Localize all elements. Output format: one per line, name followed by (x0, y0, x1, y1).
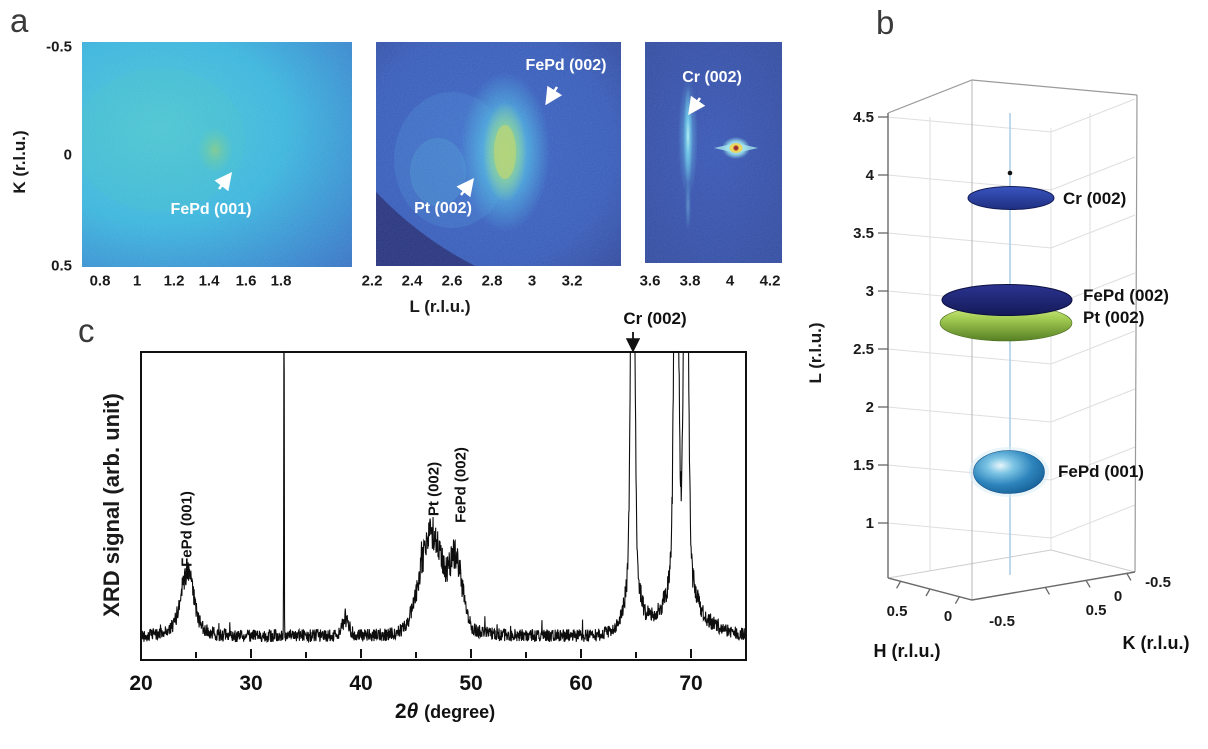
panel-a-k-tick: -0.5 (46, 38, 72, 56)
panel-c-x-tick: 50 (459, 672, 483, 695)
xrd-plot-svg (140, 332, 747, 661)
panel-a-x-tick: 3.2 (561, 272, 583, 290)
disk-cr-002 (967, 186, 1055, 210)
panel-c-x-tick: 20 (129, 672, 153, 695)
panel-b-k-tick: -0.5 (1145, 574, 1171, 591)
panel-a-letter: a (10, 2, 29, 39)
panel-a-x-tick: 4.2 (759, 272, 781, 290)
rsm-map-cr-002 (645, 42, 782, 263)
xrd-peak-label-fepd-002: FePd (002) (452, 447, 470, 523)
panel-a-x-tick: 1.2 (163, 272, 185, 290)
panel-a-x-tick: 4 (725, 272, 735, 290)
rsm-map-fepd-001 (82, 42, 352, 267)
arrow-fepd-002 (545, 85, 563, 106)
xrd-peak-label-cr-002: Cr (002) (623, 309, 687, 328)
annotation-pt-002: Pt (002) (414, 200, 472, 217)
tick-labels: 4.5 4 3.5 3 2.5 2 1.5 1 0.5 0 -0.5 0.5 0 -0.5 (853, 109, 1171, 630)
panel-a-x-tick: 0.8 (89, 272, 111, 290)
panel-b-l-tick: 4.5 (853, 109, 874, 126)
axis-ticks (878, 116, 1132, 605)
label-fepd-001: FePd (001) (1058, 462, 1144, 481)
panel-c-x-tick: 70 (679, 672, 703, 695)
disk-fepd-002 (941, 284, 1073, 316)
panel-b-letter: b (876, 4, 895, 41)
label-fepd-002: FePd (002) (1083, 286, 1169, 305)
rsm-maps-svg (82, 42, 782, 267)
x-label-theta: θ (406, 700, 419, 723)
panel-b-h-tick: 0 (944, 608, 952, 625)
panel-c-letter: c (78, 312, 95, 349)
panel-a-x-tick: 3 (527, 272, 537, 290)
arrow-fepd-001 (214, 172, 233, 192)
panel-a-x-tick: 3.6 (639, 272, 661, 290)
panel-a-x-tick: 2.2 (361, 272, 383, 290)
x-axis-ticks (140, 649, 747, 658)
label-pt-002: Pt (002) (1083, 308, 1144, 327)
panel-b-l-tick: 1 (866, 515, 874, 532)
annotation-fepd-001: FePd (001) (170, 201, 252, 218)
panel-c-x-tick: 40 (349, 672, 373, 695)
panel-a-x-tick: 2.6 (441, 272, 463, 290)
x-label-prefix: 2 (394, 700, 407, 723)
panel-b-k-tick: 0.5 (1086, 602, 1107, 619)
panel-b-h-axis-label: H (r.l.u.) (874, 641, 941, 661)
panel-a-x-tick: 2.8 (481, 272, 503, 290)
panel-b-l-tick: 3.5 (853, 225, 874, 242)
xrd-curve (142, 351, 745, 644)
arrow-cr-002-map (688, 95, 706, 116)
rsm-map-fepd-002 (376, 42, 621, 266)
panel-b-l-tick: 2.5 (853, 341, 874, 358)
panel-c-x-tick: 60 (569, 672, 593, 695)
panel-a-x-tick: 3.8 (679, 272, 701, 290)
annotation-fepd-002: FePd (002) (525, 57, 607, 74)
scatter3d-svg: Cr (002) FePd (002) Pt (002) FePd (001) … (853, 79, 1190, 661)
xrd-peak-label-fepd-001: FePd (001) (178, 491, 196, 567)
panel-a-x-tick: 1.4 (198, 272, 220, 290)
panel-a-x-tick: 1.8 (270, 272, 292, 290)
panel-b-k-axis-label: K (r.l.u.) (1123, 633, 1190, 653)
panel-a-k-tick: 0 (63, 146, 72, 164)
panel-b-l-tick: 2 (866, 399, 874, 416)
panel-c-x-tick: 30 (239, 672, 263, 695)
panel-a-x-axis-label: L (r.l.u.) (409, 297, 471, 316)
xrd-peak-label-pt-002: Pt (002) (425, 461, 443, 517)
panel-a-x-tick: 1.6 (235, 272, 257, 290)
panel-b-l-tick: 1.5 (853, 457, 874, 474)
disk-fepd-001 (973, 450, 1045, 494)
x-label-degree: (degree) (424, 702, 496, 722)
arrow-pt-002 (456, 178, 475, 198)
panel-c-x-axis-label: 2θ (degree) (395, 700, 495, 724)
axes-frame (140, 351, 747, 661)
panel-b-h-tick: -0.5 (989, 613, 1015, 630)
dot-substrate (1007, 170, 1013, 176)
panel-b-l-tick: 4 (866, 167, 875, 184)
axes-box (887, 79, 1138, 601)
label-cr-002: Cr (002) (1063, 189, 1126, 208)
panel-a-k-tick: 0.5 (51, 257, 72, 275)
panel-b-h-tick: 0.5 (887, 603, 908, 620)
panel-b-l-tick: 3 (866, 283, 874, 300)
panel-a-x-tick: 1 (132, 272, 142, 290)
panel-b-k-tick: 0 (1114, 588, 1122, 605)
annotation-cr-002-map: Cr (002) (682, 69, 742, 86)
panel-a-y-axis-label: K (r.l.u.) (10, 130, 29, 194)
panel-a-x-tick: 2.4 (401, 272, 423, 290)
